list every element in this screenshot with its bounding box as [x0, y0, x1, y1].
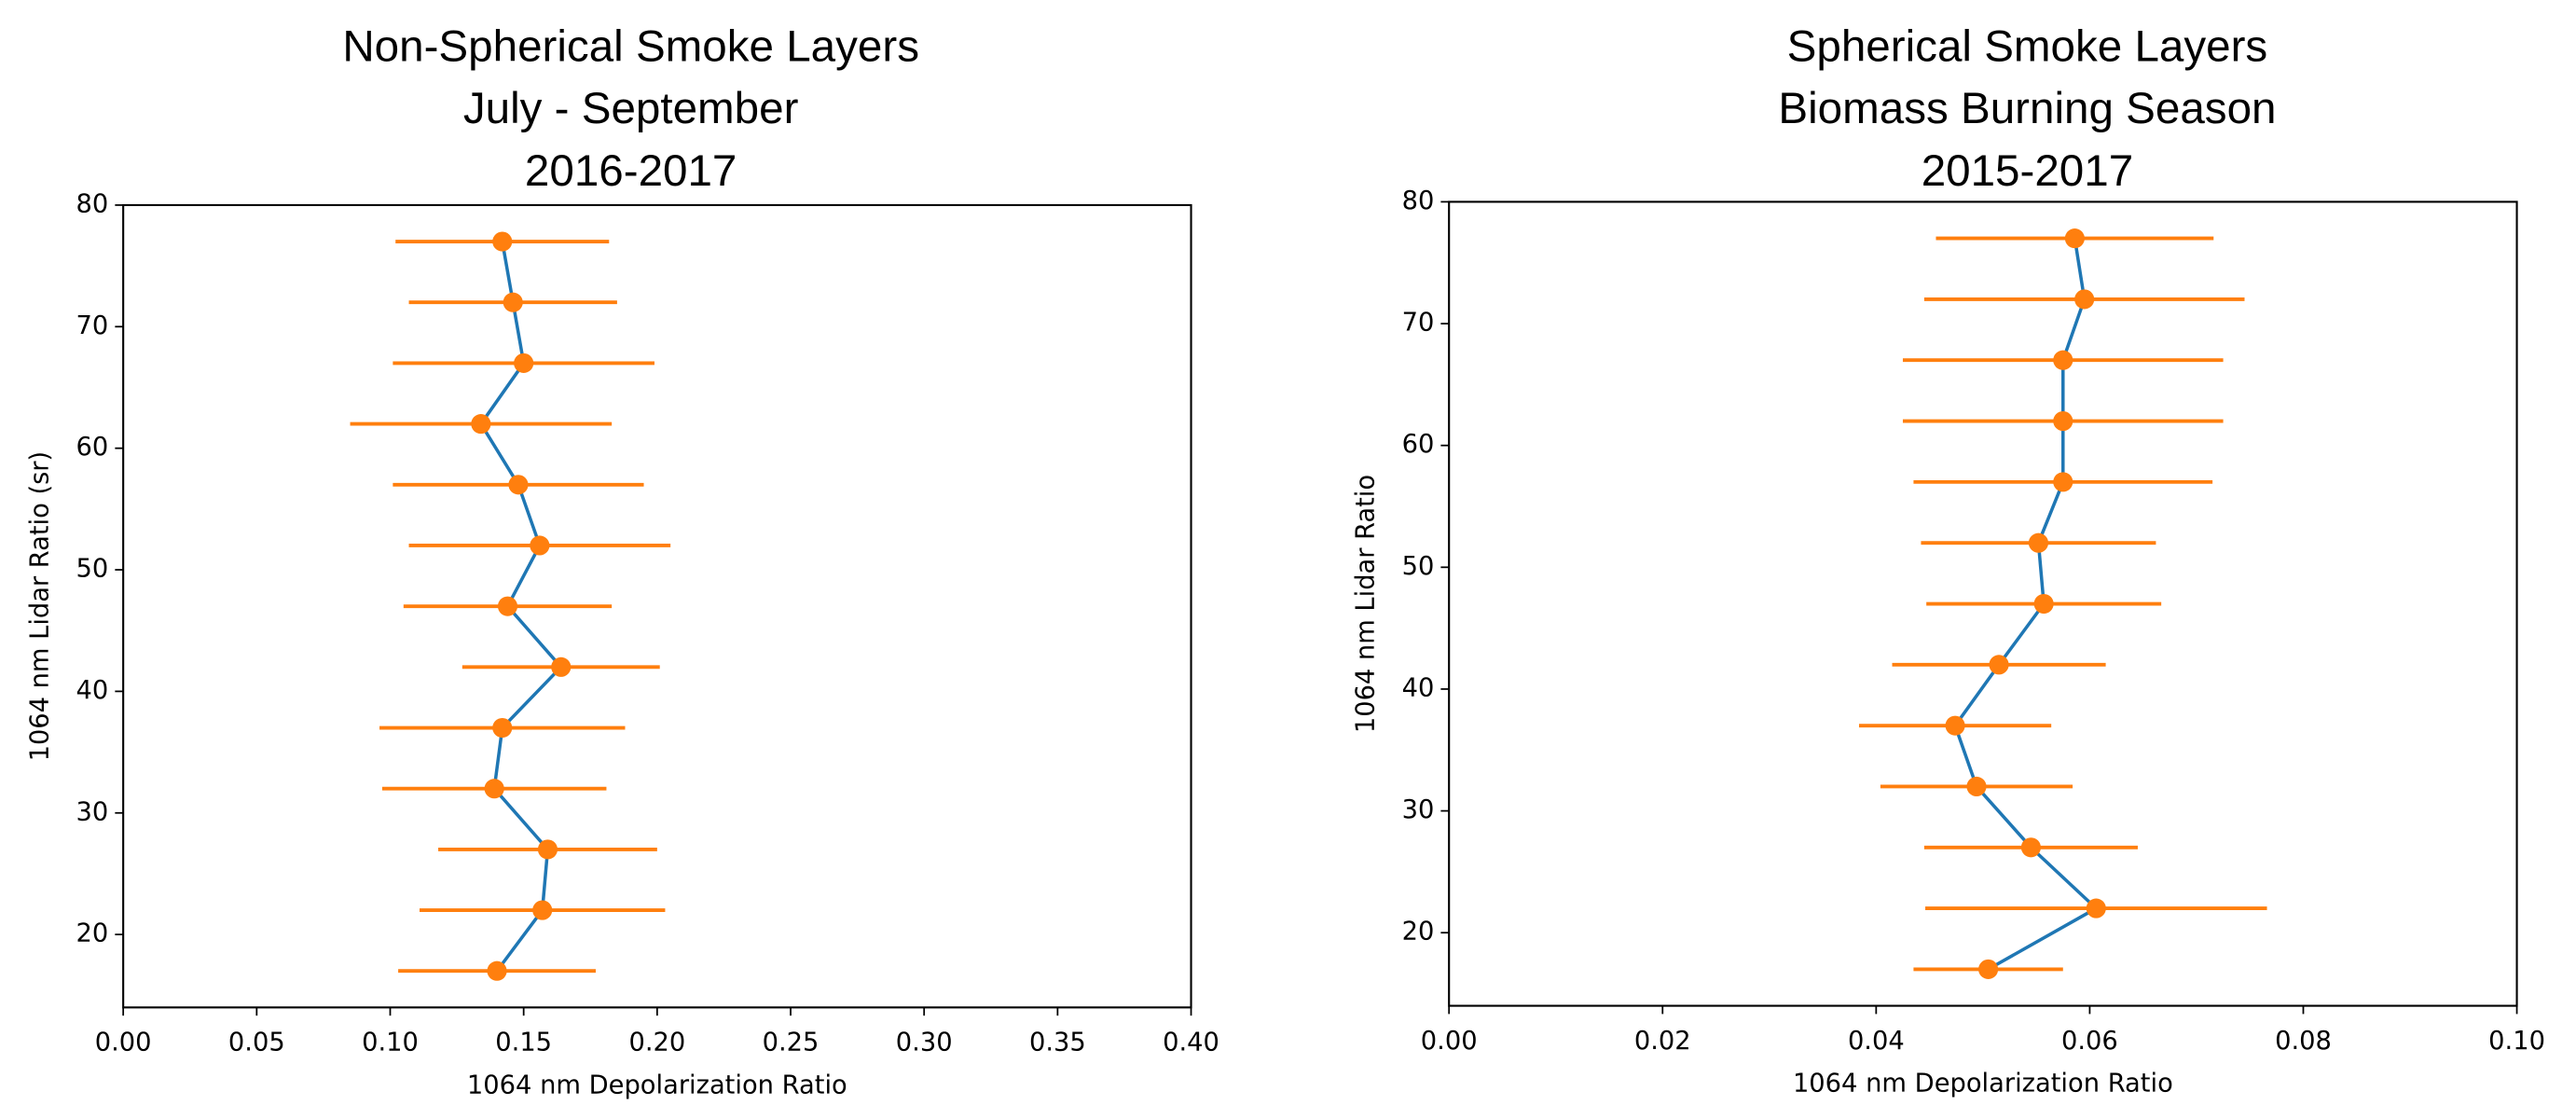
x-tick-label: 0.35: [1029, 1029, 1086, 1057]
y-tick-label: 50: [76, 555, 109, 584]
data-point: [2074, 289, 2095, 310]
data-point: [508, 475, 529, 495]
data-point: [2053, 411, 2073, 432]
data-point: [2053, 472, 2073, 492]
data-point: [2053, 350, 2073, 370]
chart-panel: Spherical Smoke Layers Biomass Burning Se…: [1352, 21, 2545, 1098]
x-tick-label: 0.06: [2061, 1027, 2118, 1056]
y-tick-label: 20: [76, 919, 109, 948]
data-point: [514, 352, 534, 373]
data-point: [497, 596, 518, 616]
data-point: [532, 900, 553, 920]
data-point: [492, 231, 513, 252]
chart-title: Spherical Smoke Layers: [1787, 21, 2268, 71]
data-point: [1966, 776, 1987, 797]
x-tick-label: 0.08: [2275, 1027, 2332, 1056]
x-tick-label: 0.40: [1163, 1029, 1219, 1057]
data-point: [487, 960, 507, 981]
x-tick-label: 0.10: [362, 1029, 419, 1057]
data-point: [492, 717, 513, 739]
x-tick-label: 0.30: [896, 1029, 953, 1057]
chart-title: Biomass Burning Season: [1778, 84, 2276, 133]
y-tick-label: 30: [76, 797, 109, 826]
plot-frame: [1448, 200, 2518, 1007]
x-axis-label: 1064 nm Depolarization Ratio: [1793, 1070, 2173, 1098]
y-tick-label: 30: [1402, 795, 1435, 824]
data-point: [2086, 898, 2106, 919]
data-point: [551, 656, 572, 677]
y-tick-label: 20: [1402, 918, 1435, 946]
data-point: [484, 779, 504, 799]
chart-title: 2015-2017: [1922, 146, 2133, 196]
x-axis-label: 1064 nm Depolarization Ratio: [467, 1071, 847, 1099]
x-tick-label: 0.04: [1848, 1027, 1905, 1056]
data-point: [2020, 837, 2041, 858]
y-tick-label: 70: [1402, 309, 1435, 338]
chart-title: 2016-2017: [525, 146, 737, 196]
x-tick-label: 0.10: [2488, 1027, 2545, 1056]
y-tick-label: 70: [76, 311, 109, 340]
chart-title: July - September: [463, 84, 799, 133]
y-axis-label: 1064 nm Lidar Ratio (sr): [26, 451, 55, 762]
plot-frame: [122, 203, 1192, 1009]
y-tick-label: 50: [1402, 552, 1435, 581]
x-tick-label: 0.15: [495, 1029, 552, 1057]
y-tick-label: 60: [76, 433, 109, 462]
data-point: [2033, 593, 2054, 615]
data-point: [503, 292, 523, 312]
data-point: [471, 414, 491, 435]
data-point: [537, 839, 558, 860]
x-tick-label: 0.05: [228, 1029, 285, 1057]
y-tick-label: 40: [1402, 673, 1435, 702]
x-tick-label: 0.00: [95, 1029, 152, 1057]
y-axis-label: 1064 nm Lidar Ratio: [1352, 475, 1381, 733]
data-point: [1978, 959, 1999, 979]
x-tick-label: 0.02: [1634, 1027, 1691, 1056]
x-tick-label: 0.00: [1421, 1027, 1478, 1056]
data-point: [2064, 228, 2085, 249]
y-tick-label: 80: [76, 189, 109, 218]
y-tick-label: 80: [1402, 186, 1435, 215]
y-tick-label: 40: [76, 676, 109, 705]
data-point: [2028, 532, 2049, 553]
chart-title: Non-Spherical Smoke Layers: [342, 21, 919, 71]
chart-panel: Non-Spherical Smoke Layers July - Septemb…: [26, 21, 1219, 1099]
data-point: [1989, 655, 2009, 675]
x-tick-label: 0.20: [628, 1029, 685, 1057]
y-tick-label: 60: [1402, 430, 1435, 459]
x-tick-label: 0.25: [763, 1029, 820, 1057]
data-point: [530, 535, 550, 556]
data-point: [1945, 715, 1965, 736]
